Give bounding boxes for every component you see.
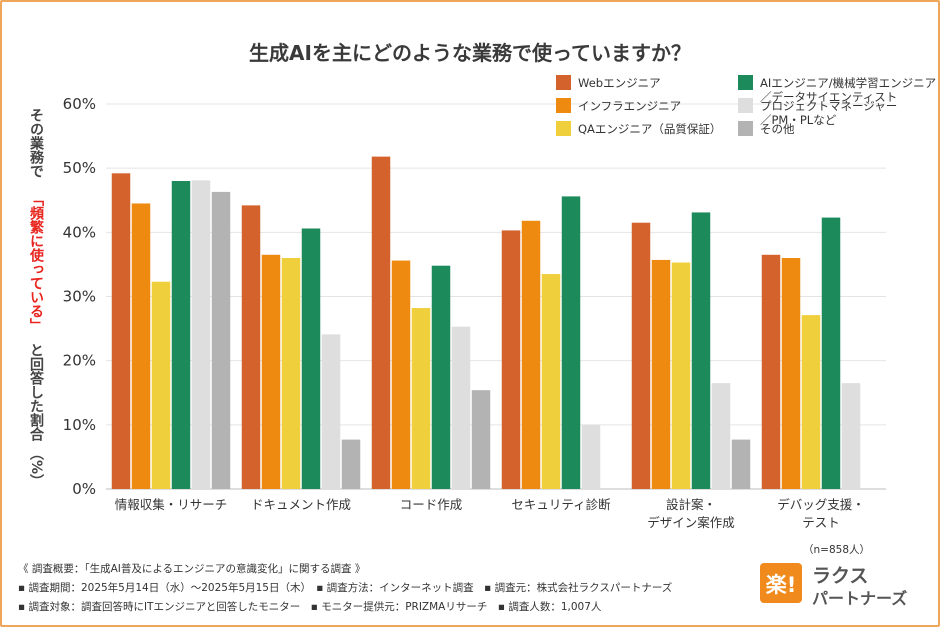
bar: [781, 258, 801, 489]
category-labels: 情報収集・リサーチ ドキュメント作成 コード作成 セキュリティ診断 設計案・デザイン案作…: [115, 497, 865, 530]
bar: [431, 265, 451, 489]
bar: [671, 262, 691, 489]
bar: [341, 439, 361, 489]
bar: [451, 326, 471, 489]
bar: [211, 191, 231, 490]
category-label: ドキュメント作成: [251, 497, 351, 512]
legend-swatch: [738, 98, 753, 113]
survey-summary: 《 調査概要：「生成AI普及によるエンジニアの意識変化」に関する調査 》: [18, 562, 365, 575]
bar: [731, 439, 751, 489]
legend-label: インフラエンジニア: [578, 99, 681, 113]
grid-lines: [106, 103, 886, 490]
y-tick-label: 10%: [63, 416, 96, 434]
y-axis-label-part-3: と回答した割合: [28, 343, 44, 442]
y-tick-label: 60%: [63, 95, 96, 113]
legend-label: ／データサイエンティスト: [760, 90, 897, 104]
bar: [111, 173, 131, 490]
bar: [761, 254, 781, 489]
bar: [841, 383, 861, 489]
legend-swatch: [738, 121, 753, 136]
bar: [281, 258, 301, 489]
y-tick-label: 40%: [63, 223, 96, 241]
legend-label: その他: [760, 122, 795, 136]
bar: [561, 196, 581, 489]
bar: [711, 383, 731, 489]
bar: [541, 274, 561, 489]
legend-swatch: [556, 98, 571, 113]
legend-label: QAエンジニア（品質保証）: [578, 122, 721, 136]
legend-swatch: [738, 75, 753, 90]
bars: [111, 156, 861, 490]
logo-mark: 楽!: [766, 573, 797, 597]
category-label: デバッグ支援・: [777, 497, 865, 512]
logo-mark-bg: [760, 563, 802, 603]
legend-label: ／PM・PLなど: [760, 113, 837, 127]
y-tick-label: 50%: [63, 159, 96, 177]
y-axis-label-part-2: 「頻繁に使っている」: [28, 192, 45, 332]
bar: [691, 212, 711, 490]
y-tick-label: 0%: [72, 480, 96, 498]
bar: [521, 220, 541, 490]
y-axis-label-part-4: （%）: [28, 446, 45, 488]
bar: [801, 315, 821, 489]
legend-label: Webエンジニア: [578, 76, 661, 90]
y-axis-label-part-1: その業務で: [28, 108, 45, 178]
bar: [501, 230, 521, 490]
bar: [821, 217, 841, 489]
logo-line1: ラクス: [812, 565, 868, 587]
bar: [391, 260, 411, 489]
survey-details-line2: ▪ 調査対象：調査回答時にITエンジニアと回答したモニター ▪ モニター提供元：…: [18, 600, 602, 613]
bar: [371, 156, 391, 489]
legend-swatch: [556, 75, 571, 90]
category-label: デザイン案作成: [647, 515, 735, 530]
bar: [581, 424, 601, 489]
category-label: 設計案・: [666, 497, 716, 512]
y-tick-label: 20%: [63, 352, 96, 370]
logo-line2: パートナーズ: [812, 589, 907, 608]
bar: [411, 308, 431, 489]
y-axis-label: その業務で 「頻繁に使っている」 と回答した割合 （%）: [28, 108, 45, 488]
bar: [171, 181, 191, 489]
bar: [301, 228, 321, 489]
company-logo: 楽! ラクス パートナーズ: [760, 563, 907, 608]
bar: [651, 259, 671, 489]
category-label: セキュリティ診断: [511, 497, 610, 512]
y-tick-label: 30%: [63, 288, 96, 306]
y-tick-labels: 0% 10% 20% 30% 40% 50% 60%: [63, 95, 96, 498]
bar: [261, 254, 281, 489]
category-label: コード作成: [400, 497, 463, 512]
legend-label: AIエンジニア/機械学習エンジニア: [760, 76, 936, 90]
bar: [151, 281, 171, 489]
bar: [131, 203, 151, 490]
category-label: 情報収集・リサーチ: [115, 497, 228, 512]
bar: [241, 205, 261, 489]
bar: [471, 390, 491, 489]
survey-details-line1: ▪ 調査期間：2025年5月14日（水）〜2025年5月15日（木） ▪ 調査方…: [18, 581, 672, 594]
bar: [631, 222, 651, 490]
legend-label: プロジェクトマネージャー: [760, 99, 897, 113]
category-label: テスト: [802, 515, 840, 530]
chart-title: 生成AIを主にどのような業務で使っていますか？: [249, 41, 691, 65]
legend-swatch: [556, 121, 571, 136]
bar: [321, 334, 341, 489]
sample-size: （n=858人）: [803, 544, 870, 556]
bar: [191, 180, 211, 489]
